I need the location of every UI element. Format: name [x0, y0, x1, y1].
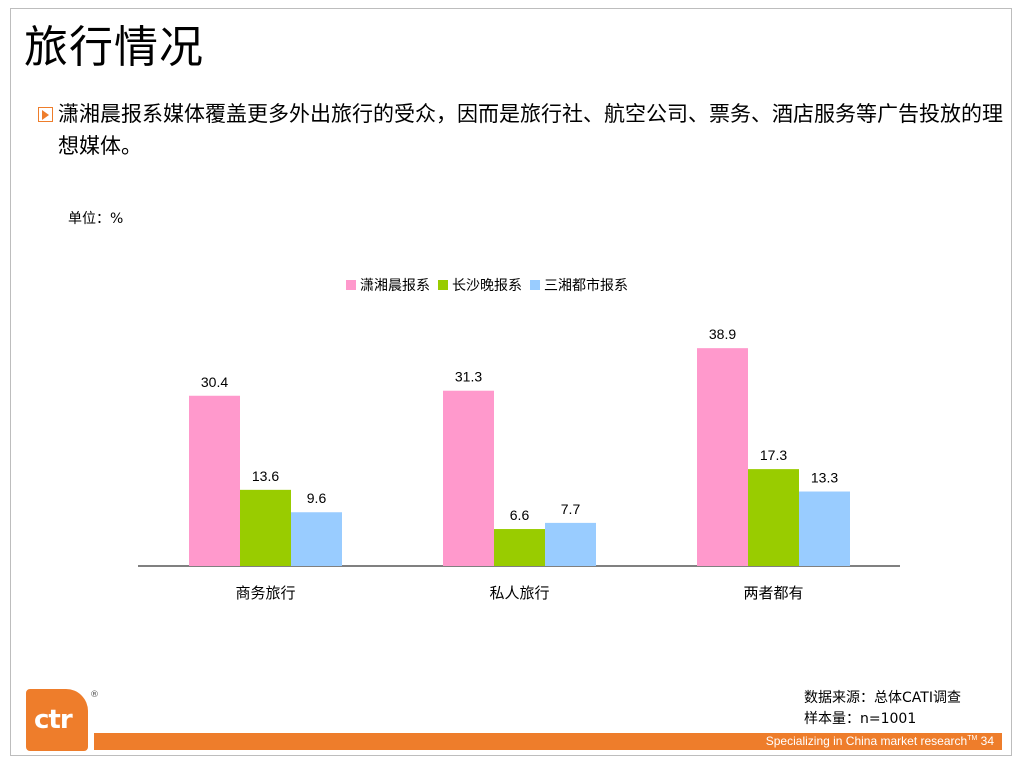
slide-frame	[10, 8, 1012, 756]
data-label-2-2: 6.6	[510, 507, 530, 523]
data-label-1-1: 30.4	[201, 374, 228, 390]
chart-legend: 潇湘晨报系 长沙晚报系 三湘都市报系	[346, 275, 636, 295]
page-title: 旅行情况	[24, 22, 204, 73]
data-label-1-3: 38.9	[709, 326, 736, 342]
bar-3-1	[291, 512, 342, 566]
data-label-3-1: 9.6	[307, 490, 327, 506]
legend-item-series-1: 潇湘晨报系	[346, 275, 430, 295]
footer-text: Specializing in China market research	[765, 734, 968, 748]
data-source: 数据来源：总体CATI调查 样本量：n=1001	[804, 688, 961, 730]
category-label-1: 商务旅行	[235, 584, 295, 602]
intro-text: 潇湘晨报系媒体覆盖更多外出旅行的受众，因而是旅行社、航空公司、票务、酒店服务等广…	[58, 102, 1003, 158]
bar-1-3	[697, 348, 748, 566]
bar-2-1	[240, 489, 291, 566]
bar-2-2	[494, 529, 545, 566]
source-line: 数据来源：总体CATI调查	[804, 690, 961, 706]
category-label-3: 两者都有	[743, 584, 803, 602]
footer-tagline: Specializing in China market researchTM …	[766, 734, 994, 748]
bar-1-2	[443, 390, 494, 566]
legend-item-series-3: 三湘都市报系	[530, 275, 628, 295]
legend-label-series-1: 潇湘晨报系	[360, 278, 430, 294]
legend-label-series-2: 长沙晚报系	[452, 278, 522, 294]
data-label-3-3: 13.3	[811, 470, 838, 486]
sample-size-line: 样本量：n=1001	[804, 711, 917, 727]
bar-3-2	[545, 522, 596, 566]
data-label-2-1: 13.6	[252, 468, 279, 484]
bullet-arrow-icon	[38, 107, 53, 122]
legend-swatch-series-3	[530, 280, 540, 290]
page-number: 34	[980, 734, 994, 748]
data-label-3-2: 7.7	[561, 501, 581, 517]
registered-mark: ®	[90, 690, 99, 700]
ctr-logo: ctr	[26, 689, 88, 751]
bar-3-3	[799, 491, 850, 566]
legend-swatch-series-2	[438, 280, 448, 290]
legend-item-series-2: 长沙晚报系	[438, 275, 522, 295]
data-label-2-3: 17.3	[760, 447, 787, 463]
data-label-1-2: 31.3	[455, 369, 482, 385]
trademark-mark: TM	[967, 735, 978, 742]
bar-2-3	[748, 469, 799, 566]
legend-swatch-series-1	[346, 280, 356, 290]
legend-label-series-3: 三湘都市报系	[544, 278, 628, 294]
unit-label: 单位：%	[68, 211, 124, 227]
category-label-2: 私人旅行	[489, 584, 549, 602]
logo-text: ctr	[34, 705, 73, 735]
bar-1-1	[189, 395, 240, 566]
footer-bar: Specializing in China market researchTM …	[94, 733, 1002, 750]
